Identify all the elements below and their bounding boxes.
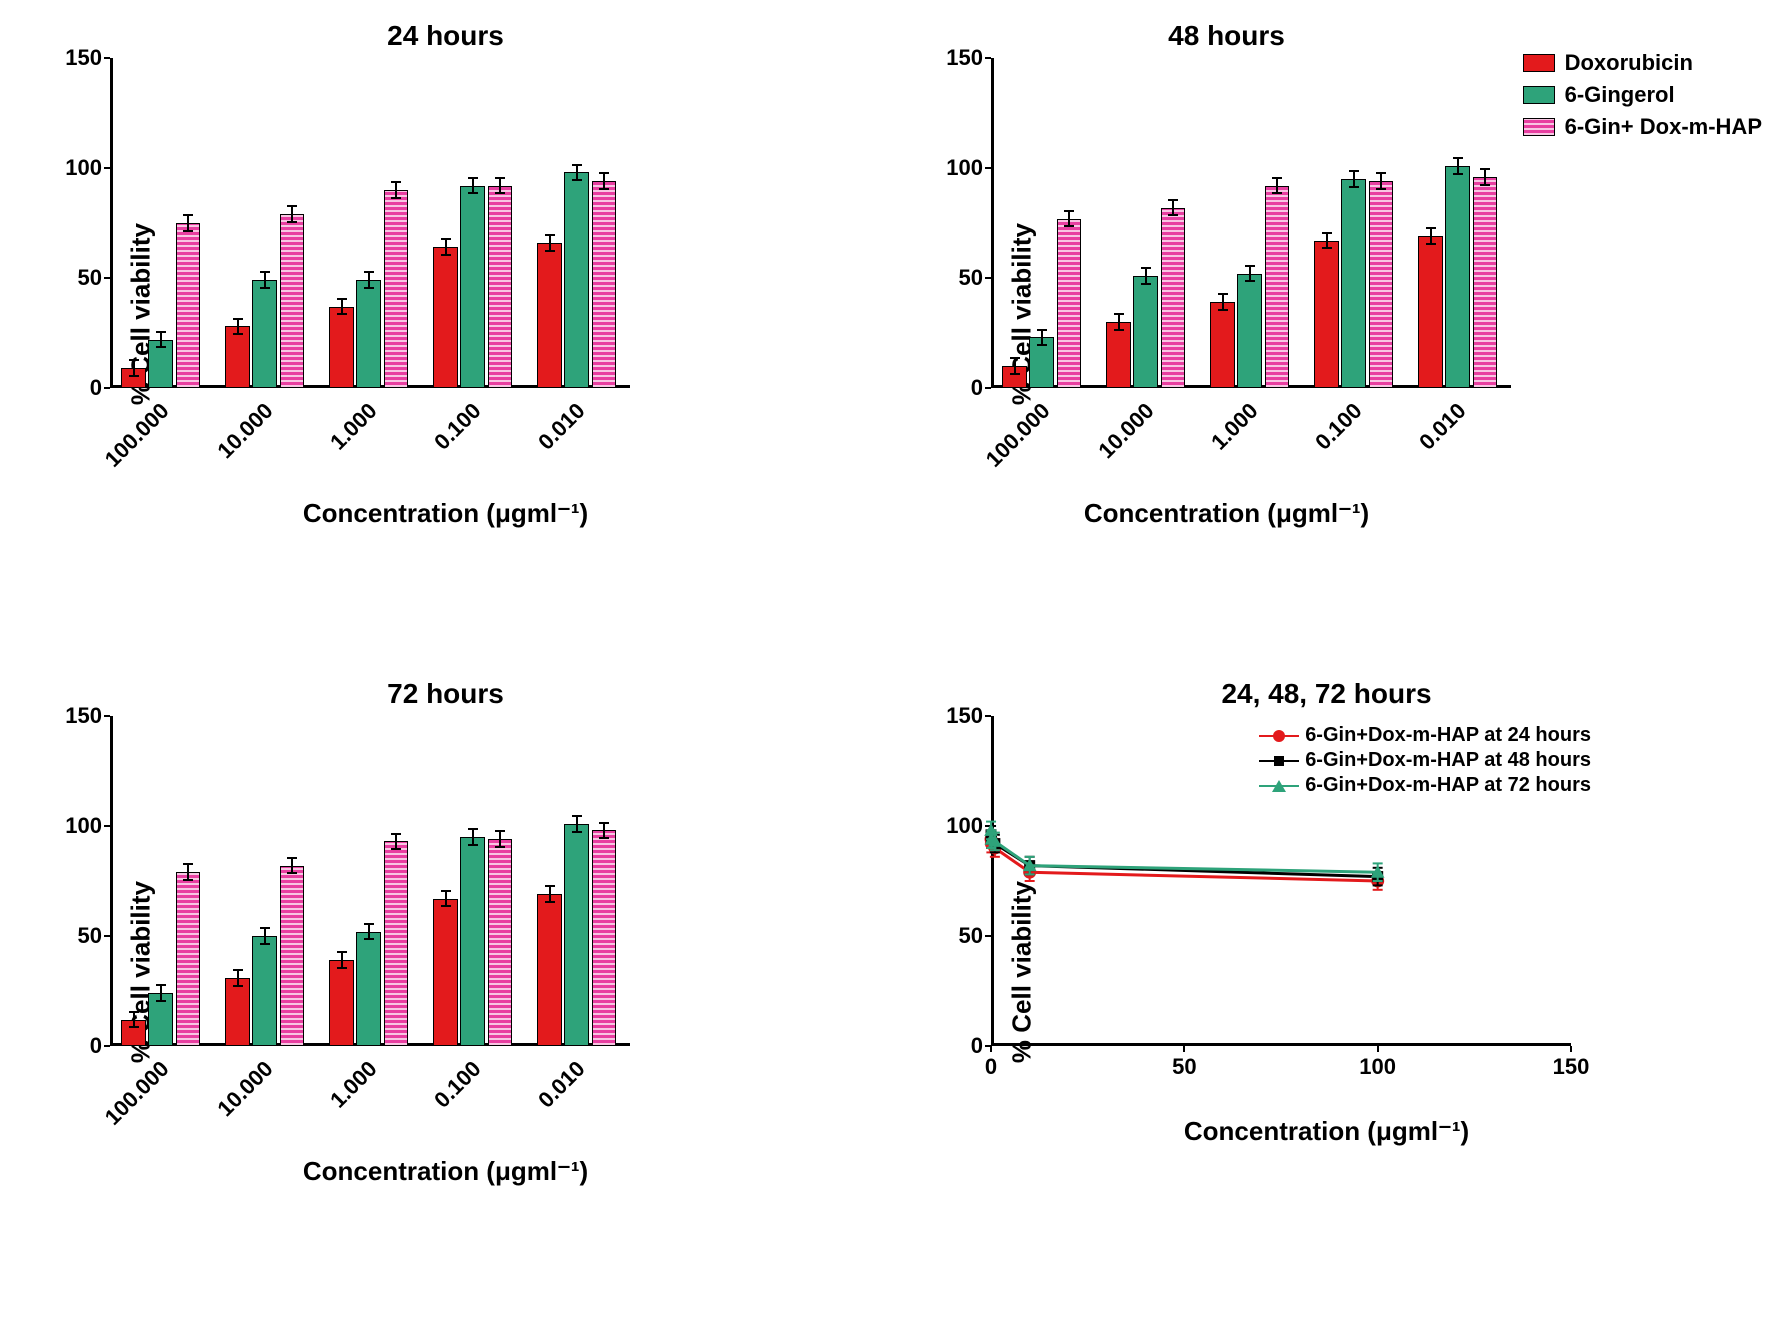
x-label-line: Concentration (μgml⁻¹): [901, 1116, 1752, 1147]
bar: [1106, 322, 1131, 388]
panel-72h: 72 hours % Cell viability 050100150100.0…: [20, 678, 871, 1306]
bar: [1369, 181, 1394, 388]
bar: [460, 186, 485, 388]
plot-line: % Cell viability 0501001500501001506-Gin…: [901, 716, 1752, 1147]
legend-item: 6-Gingerol: [1523, 82, 1762, 108]
bar: [433, 247, 458, 388]
bar: [356, 280, 381, 388]
bar: [1057, 219, 1082, 388]
bar: [1418, 236, 1443, 388]
bar: [280, 214, 305, 388]
line-legend-item: 6-Gin+Dox-m-HAP at 24 hours: [1259, 724, 1591, 747]
panel-title-72h: 72 hours: [20, 678, 871, 710]
bar: [1210, 302, 1235, 388]
plot-24h: % Cell viability 050100150100.00010.0001…: [20, 58, 871, 529]
panel-title-48h: 48 hours: [701, 20, 1752, 52]
bar: [252, 280, 277, 388]
x-label-48h: Concentration (μgml⁻¹): [701, 498, 1752, 529]
bar: [280, 866, 305, 1046]
bar: [329, 960, 354, 1046]
bar: [1161, 208, 1186, 388]
panel-24h: 24 hours % Cell viability 050100150100.0…: [20, 20, 871, 648]
bar-legend: Doxorubicin 6-Gingerol 6-Gin+ Dox-m-HAP: [1523, 50, 1762, 146]
bar: [1265, 186, 1290, 388]
bar: [225, 978, 250, 1046]
bar: [488, 186, 513, 388]
plot-area-24h: 050100150100.00010.0001.0000.1000.010: [110, 58, 630, 388]
bar: [1473, 177, 1498, 388]
bar: [433, 899, 458, 1046]
bar: [176, 872, 201, 1046]
bar: [460, 837, 485, 1046]
bar: [488, 839, 513, 1046]
bar: [592, 181, 617, 388]
bar: [592, 830, 617, 1046]
line-legend-item: 6-Gin+Dox-m-HAP at 48 hours: [1259, 749, 1591, 772]
bar: [225, 326, 250, 388]
line-legend-item: 6-Gin+Dox-m-HAP at 72 hours: [1259, 774, 1591, 797]
panel-48h: 48 hours % Cell viability 050100150100.0…: [901, 20, 1752, 648]
legend-item: Doxorubicin: [1523, 50, 1762, 76]
bar: [564, 172, 589, 388]
bar: [1341, 179, 1366, 388]
figure: 24 hours % Cell viability 050100150100.0…: [20, 20, 1752, 1306]
bar: [356, 932, 381, 1046]
bar: [384, 190, 409, 388]
line-legend: 6-Gin+Dox-m-HAP at 24 hours6-Gin+Dox-m-H…: [1259, 724, 1591, 799]
x-label-72h: Concentration (μgml⁻¹): [20, 1156, 871, 1187]
plot-area-48h: 050100150100.00010.0001.0000.1000.010: [991, 58, 1511, 388]
panel-title-line: 24, 48, 72 hours: [901, 678, 1752, 710]
plot-area-72h: 050100150100.00010.0001.0000.1000.010: [110, 716, 630, 1046]
plot-72h: % Cell viability 050100150100.00010.0001…: [20, 716, 871, 1187]
bar: [1133, 276, 1158, 388]
bar: [537, 243, 562, 388]
bar: [1445, 166, 1470, 388]
bar: [329, 307, 354, 388]
panel-line: 24, 48, 72 hours % Cell viability 050100…: [901, 678, 1752, 1306]
bar: [1314, 241, 1339, 388]
legend-item: 6-Gin+ Dox-m-HAP: [1523, 114, 1762, 140]
bar: [564, 824, 589, 1046]
bar: [384, 841, 409, 1046]
bar: [537, 894, 562, 1046]
bar: [1237, 274, 1262, 388]
plot-area-line: 0501001500501001506-Gin+Dox-m-HAP at 24 …: [991, 716, 1571, 1046]
bar: [176, 223, 201, 388]
bar: [252, 936, 277, 1046]
